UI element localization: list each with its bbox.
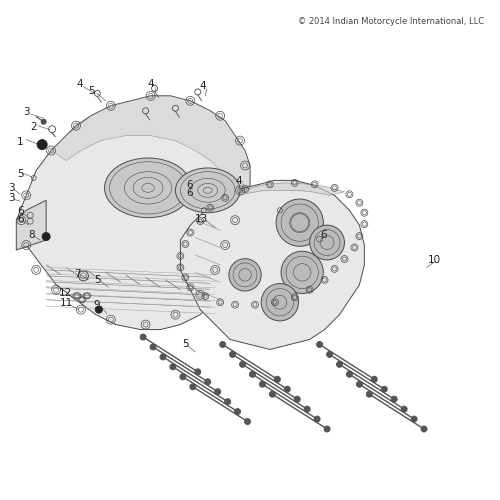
Circle shape — [170, 364, 176, 370]
Circle shape — [260, 382, 266, 387]
Circle shape — [42, 232, 50, 240]
Text: 1: 1 — [17, 136, 24, 146]
Text: © 2014 Indian Motorcycle International, LLC: © 2014 Indian Motorcycle International, … — [298, 18, 484, 26]
Circle shape — [250, 372, 256, 378]
Text: 6: 6 — [186, 180, 192, 190]
Circle shape — [160, 354, 166, 360]
Circle shape — [150, 344, 156, 350]
Text: 6: 6 — [17, 214, 24, 224]
Text: 6: 6 — [17, 206, 24, 216]
Circle shape — [411, 416, 417, 422]
Circle shape — [195, 369, 201, 375]
Text: 5: 5 — [17, 170, 24, 179]
Text: 8: 8 — [28, 230, 34, 240]
Text: 5: 5 — [94, 275, 100, 285]
Text: 6: 6 — [320, 230, 327, 240]
Ellipse shape — [276, 199, 324, 246]
Text: 12: 12 — [58, 288, 71, 298]
Ellipse shape — [281, 251, 324, 294]
Circle shape — [230, 352, 235, 358]
Circle shape — [214, 388, 220, 394]
Circle shape — [346, 372, 352, 378]
Circle shape — [382, 386, 387, 392]
Circle shape — [336, 362, 342, 368]
Text: 2: 2 — [30, 122, 37, 132]
Circle shape — [96, 306, 102, 313]
Text: 3: 3 — [8, 193, 14, 203]
Ellipse shape — [176, 168, 240, 212]
Polygon shape — [180, 180, 364, 350]
Polygon shape — [51, 96, 250, 186]
Ellipse shape — [104, 158, 192, 218]
Circle shape — [284, 386, 290, 392]
Circle shape — [224, 398, 230, 404]
Circle shape — [391, 396, 397, 402]
Circle shape — [220, 342, 226, 347]
Circle shape — [314, 416, 320, 422]
Text: 6: 6 — [186, 188, 192, 198]
Circle shape — [270, 391, 276, 397]
Circle shape — [41, 119, 46, 124]
Circle shape — [294, 396, 300, 402]
Circle shape — [356, 382, 362, 387]
Circle shape — [366, 391, 372, 397]
Text: 4: 4 — [76, 80, 83, 90]
Circle shape — [140, 334, 146, 340]
Circle shape — [326, 352, 332, 358]
Text: 9: 9 — [94, 300, 100, 310]
Polygon shape — [16, 200, 46, 250]
Text: 4: 4 — [200, 81, 206, 91]
Circle shape — [244, 418, 250, 424]
Text: 13: 13 — [194, 214, 208, 224]
Text: 3: 3 — [23, 107, 30, 117]
Text: 4: 4 — [147, 80, 154, 90]
Circle shape — [37, 140, 47, 149]
Text: 7: 7 — [74, 269, 80, 279]
Circle shape — [205, 379, 210, 384]
Circle shape — [372, 376, 378, 382]
Circle shape — [324, 426, 330, 432]
Circle shape — [304, 406, 310, 412]
Circle shape — [316, 342, 322, 347]
Circle shape — [234, 408, 240, 414]
Circle shape — [190, 384, 196, 390]
Circle shape — [180, 374, 186, 380]
Text: 5: 5 — [182, 340, 188, 349]
Circle shape — [421, 426, 427, 432]
Circle shape — [240, 362, 246, 368]
Circle shape — [401, 406, 407, 412]
Text: 10: 10 — [428, 255, 440, 265]
Polygon shape — [210, 183, 344, 208]
Ellipse shape — [310, 225, 344, 260]
Ellipse shape — [229, 258, 261, 291]
Text: 11: 11 — [60, 298, 72, 308]
Text: 5: 5 — [88, 86, 95, 96]
Text: 3: 3 — [8, 183, 14, 193]
Circle shape — [274, 376, 280, 382]
Ellipse shape — [261, 284, 298, 321]
Text: 4: 4 — [236, 176, 242, 186]
Polygon shape — [16, 96, 250, 330]
